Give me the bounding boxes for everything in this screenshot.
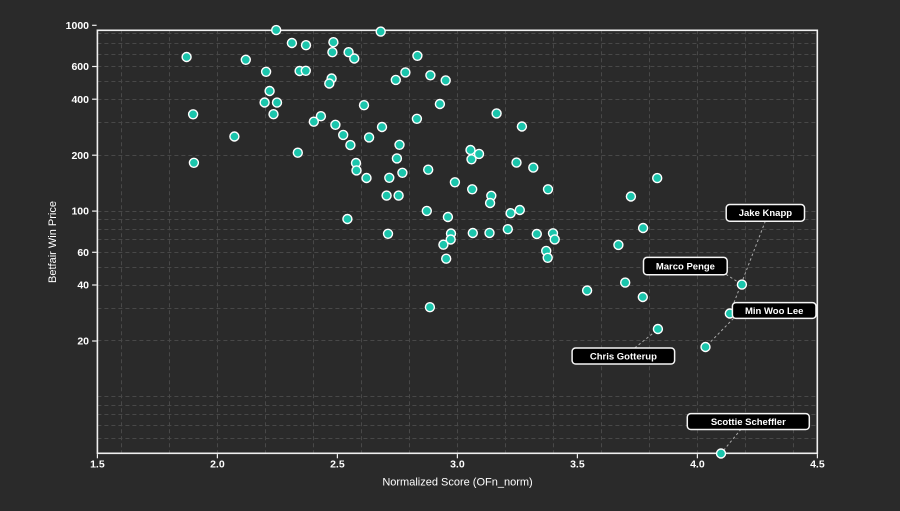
svg-text:1000: 1000 [66,20,90,32]
svg-text:Chris Gotterup: Chris Gotterup [590,351,657,362]
svg-text:Scottie Scheffler: Scottie Scheffler [711,417,786,428]
svg-text:200: 200 [71,150,89,162]
svg-text:40: 40 [77,280,89,292]
svg-text:Marco Penge: Marco Penge [656,262,715,273]
svg-text:Min Woo Lee: Min Woo Lee [745,306,803,317]
svg-text:1.5: 1.5 [90,458,105,470]
svg-text:4.0: 4.0 [690,458,705,470]
svg-text:100: 100 [71,206,89,218]
svg-text:Betfair Win Price: Betfair Win Price [47,201,59,283]
svg-text:Jake Knapp: Jake Knapp [739,208,793,219]
svg-text:3.0: 3.0 [450,458,465,470]
svg-text:3.5: 3.5 [570,458,585,470]
svg-text:4.5: 4.5 [810,458,825,470]
svg-text:400: 400 [71,94,89,106]
svg-text:600: 600 [71,61,89,73]
svg-text:60: 60 [77,247,89,259]
svg-text:20: 20 [77,336,89,348]
svg-text:Normalized Score (OFn_norm): Normalized Score (OFn_norm) [382,477,532,489]
svg-text:2.0: 2.0 [210,458,225,470]
svg-text:2.5: 2.5 [330,458,345,470]
